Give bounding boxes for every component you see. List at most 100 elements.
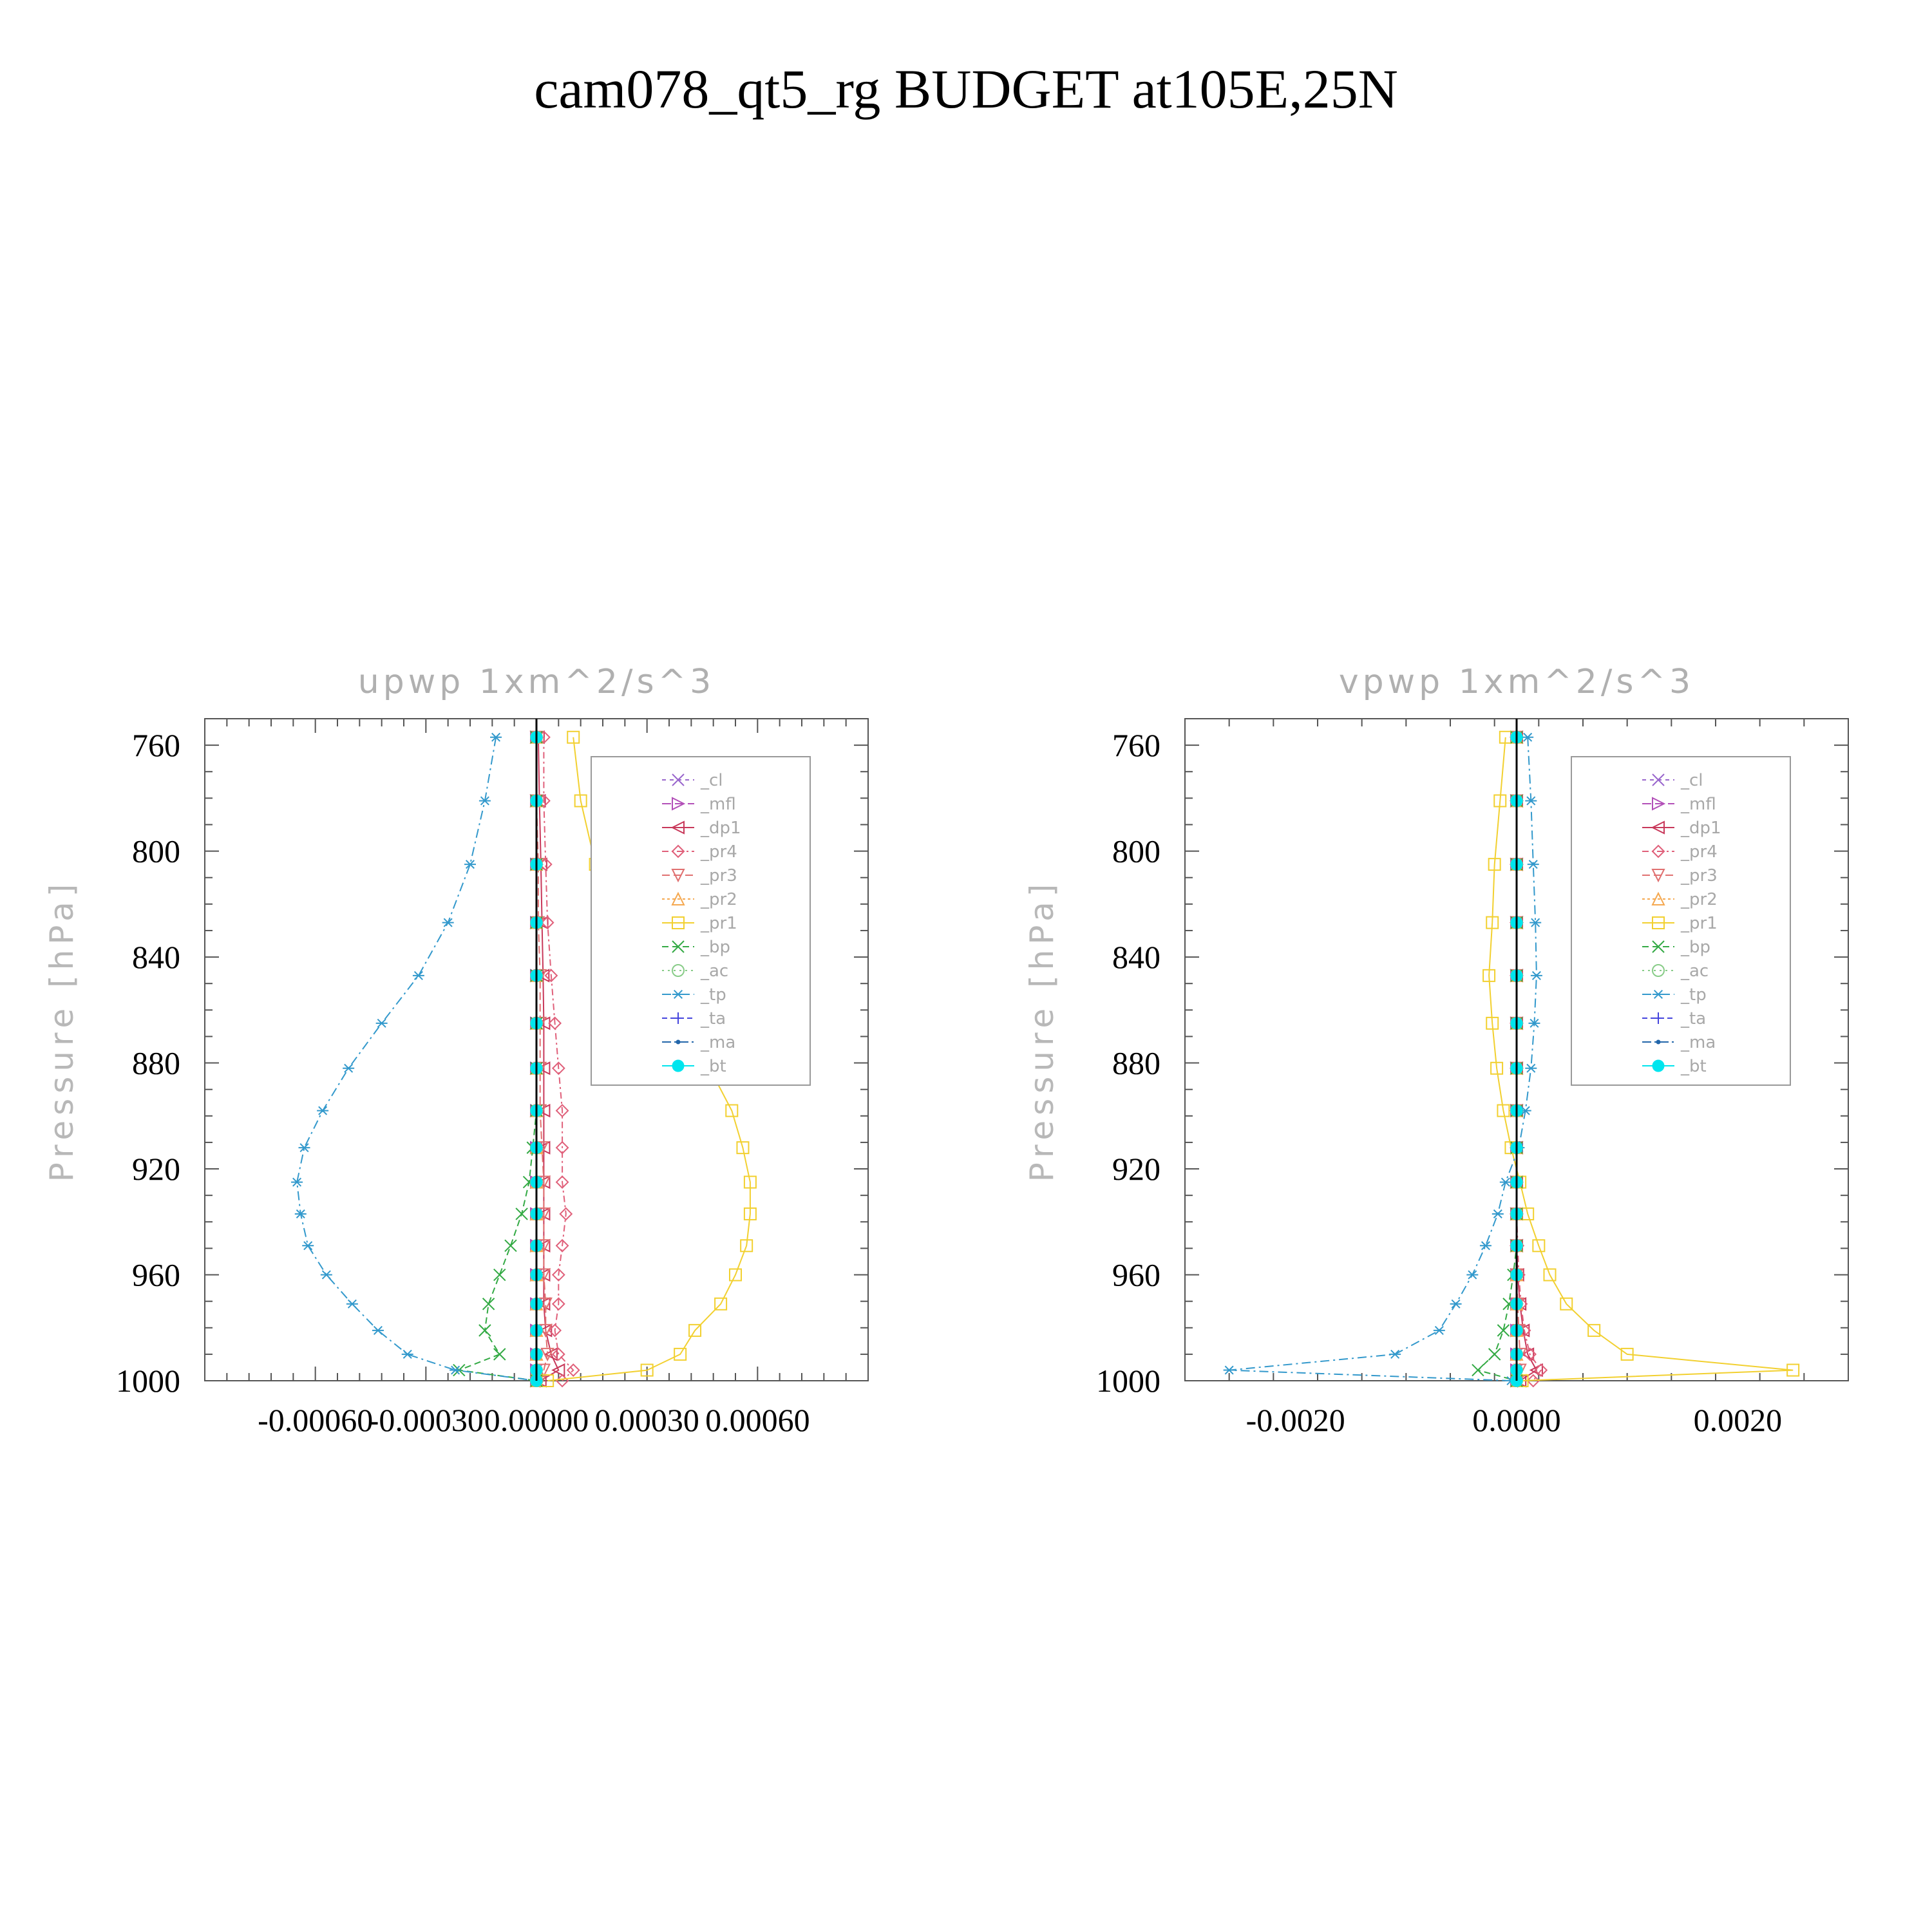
upwp-point-pr4 bbox=[551, 1297, 565, 1311]
upwp-point-tp bbox=[412, 971, 424, 980]
upwp-ytick-label: 920 bbox=[132, 1151, 180, 1187]
upwp-series-pr3 bbox=[529, 730, 554, 1388]
upwp-legend-label-ta: _ta bbox=[700, 1009, 726, 1028]
vpwp-line-tp bbox=[1229, 737, 1537, 1381]
vpwp-title: vpwp 1xm^2/s^3 bbox=[1339, 663, 1694, 701]
upwp-point-tp bbox=[320, 1270, 332, 1280]
vpwp-legend-marker-ac bbox=[1652, 964, 1665, 977]
upwp-point-dp1 bbox=[536, 969, 550, 983]
vpwp-point-pr1 bbox=[1482, 969, 1496, 982]
upwp-point-pr1 bbox=[640, 1363, 654, 1377]
vpwp-point-tp bbox=[1479, 1241, 1492, 1251]
upwp-legend-label-bp: _bp bbox=[700, 938, 730, 957]
page-title: cam078_qt5_rg BUDGET at105E,25N bbox=[534, 58, 1398, 120]
upwp-legend-marker-pr3 bbox=[671, 869, 685, 883]
upwp-point-bp bbox=[478, 1324, 491, 1337]
upwp-point-tp bbox=[450, 1365, 462, 1375]
vpwp-point-pr1 bbox=[1786, 1363, 1800, 1377]
upwp-legend-marker-pr4 bbox=[671, 844, 685, 858]
upwp-point-bp bbox=[515, 1208, 528, 1220]
upwp-line-pr3 bbox=[536, 737, 549, 1381]
vpwp-legend-label-ac: _ac bbox=[1680, 961, 1709, 981]
upwp-point-tp bbox=[478, 796, 491, 806]
vpwp-ytick-label: 960 bbox=[1112, 1257, 1160, 1293]
upwp-legend-label-tp: _tp bbox=[700, 985, 726, 1005]
upwp-legend-marker-tp bbox=[672, 989, 684, 999]
upwp-legend-marker-ma bbox=[676, 1039, 681, 1045]
vpwp-xtick-label: -0.0020 bbox=[1246, 1402, 1345, 1438]
vpwp-point-pr1 bbox=[1587, 1323, 1601, 1337]
upwp-point-pr1 bbox=[740, 1239, 753, 1253]
vpwp-legend-marker-mfl bbox=[1652, 797, 1666, 811]
vpwp-point-bp bbox=[1488, 1348, 1501, 1361]
vpwp-series-tp bbox=[1223, 732, 1542, 1386]
upwp-point-tp bbox=[343, 1063, 355, 1073]
upwp-line-tp bbox=[296, 737, 537, 1381]
vpwp-point-tp bbox=[1492, 1209, 1504, 1218]
vpwp-point-tp bbox=[1466, 1270, 1479, 1280]
upwp-legend-marker-bp bbox=[672, 940, 685, 953]
vpwp-legend-label-mfl: _mfl bbox=[1680, 795, 1716, 814]
vpwp-series-dp1 bbox=[1509, 730, 1543, 1388]
vpwp-point-pr1 bbox=[1543, 1268, 1557, 1282]
vpwp-legend-box bbox=[1571, 756, 1791, 1086]
upwp-point-pr1 bbox=[725, 1104, 739, 1117]
upwp-point-tp bbox=[298, 1143, 310, 1153]
upwp-point-pr1 bbox=[743, 1175, 757, 1189]
vpwp-point-pr4 bbox=[1523, 1347, 1537, 1361]
upwp-point-pr1 bbox=[736, 1141, 750, 1155]
upwp-line-pr4 bbox=[543, 737, 574, 1381]
upwp-point-pr1 bbox=[729, 1268, 742, 1282]
upwp-legend-label-pr3: _pr3 bbox=[700, 866, 737, 886]
upwp-point-tp bbox=[302, 1241, 314, 1251]
upwp-legend-label-mfl: _mfl bbox=[700, 795, 736, 814]
vpwp-xtick-label: 0.0000 bbox=[1472, 1402, 1561, 1438]
vpwp-legend: _cl _mfl _dp1 _pr4 _pr3 _pr2 _pr1 _bp _ac _tp _ta _… bbox=[1571, 756, 1791, 1086]
upwp-point-pr4 bbox=[548, 1323, 562, 1338]
upwp-ytick-label: 760 bbox=[132, 727, 180, 763]
vpwp-point-tp bbox=[1522, 732, 1534, 742]
vpwp-point-pr4 bbox=[1534, 1363, 1548, 1377]
upwp-legend-label-cl: _cl bbox=[700, 771, 723, 790]
vpwp-legend-label-tp: _tp bbox=[1680, 985, 1707, 1005]
upwp-point-pr1 bbox=[714, 1297, 728, 1311]
upwp-xtick-label: 0.00000 bbox=[484, 1402, 589, 1438]
upwp-point-pr4 bbox=[555, 1141, 569, 1155]
vpwp-point-pr1 bbox=[1497, 1104, 1510, 1117]
vpwp-point-tp bbox=[1530, 918, 1542, 927]
vpwp-legend-marker-cl bbox=[1652, 773, 1665, 786]
vpwp-point-tp bbox=[1525, 1063, 1537, 1073]
vpwp-legend-marker-dp1 bbox=[1651, 820, 1665, 835]
upwp-point-pr4 bbox=[566, 1363, 580, 1377]
upwp-legend-box bbox=[591, 756, 811, 1086]
vpwp-point-pr4 bbox=[1526, 1374, 1540, 1388]
vpwp-xtick-label: 0.0020 bbox=[1694, 1402, 1783, 1438]
upwp-legend-marker-pr1 bbox=[672, 916, 685, 929]
vpwp-series-pr1 bbox=[1482, 730, 1800, 1387]
upwp-xtick-label: -0.00030 bbox=[368, 1402, 484, 1438]
vpwp-ytick-label: 1000 bbox=[1096, 1363, 1160, 1399]
vpwp-ylabel: Pressure [hPa] bbox=[1023, 879, 1061, 1182]
upwp-point-pr4 bbox=[555, 1175, 569, 1189]
upwp-point-pr1 bbox=[567, 730, 580, 744]
upwp-legend-label-ma: _ma bbox=[700, 1033, 735, 1052]
vpwp-point-pr1 bbox=[1620, 1347, 1634, 1361]
vpwp-point-pr1 bbox=[1560, 1297, 1573, 1311]
vpwp-ytick-label: 840 bbox=[1112, 939, 1160, 975]
upwp-point-pr4 bbox=[551, 1347, 565, 1361]
vpwp-legend-label-cl: _cl bbox=[1680, 771, 1703, 790]
upwp-point-bp bbox=[504, 1239, 517, 1252]
upwp-point-tp bbox=[291, 1177, 303, 1187]
upwp-point-tp bbox=[401, 1349, 413, 1359]
vpwp-legend-label-bt: _bt bbox=[1680, 1057, 1707, 1076]
upwp-legend-marker-ac bbox=[672, 964, 685, 977]
upwp-ytick-label: 800 bbox=[132, 833, 180, 869]
vpwp-point-bp bbox=[1472, 1363, 1484, 1377]
upwp-point-tp bbox=[372, 1325, 384, 1335]
upwp-point-pr4 bbox=[555, 1104, 569, 1117]
vpwp-point-tp bbox=[1530, 971, 1542, 980]
upwp-point-pr1 bbox=[743, 1207, 757, 1220]
upwp-point-pr4 bbox=[555, 1238, 569, 1253]
upwp-ytick-label: 1000 bbox=[116, 1363, 180, 1399]
vpwp-legend-label-dp1: _dp1 bbox=[1680, 819, 1721, 838]
